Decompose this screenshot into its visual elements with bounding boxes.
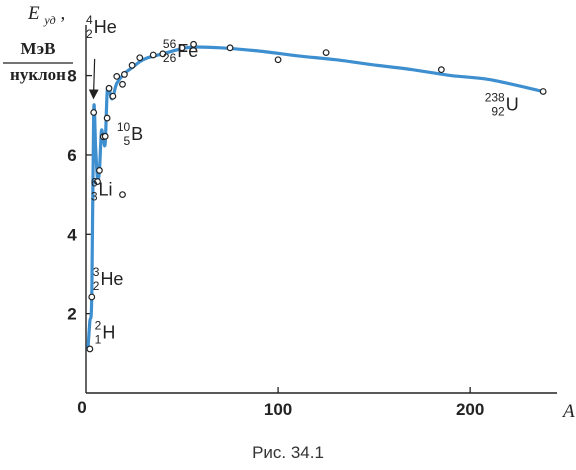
y-unit-numerator: МэВ <box>21 39 56 58</box>
nuclide-label: 32 He <box>93 265 124 293</box>
origin-label: 0 <box>77 398 86 417</box>
svg-text:E уд ,: E уд , <box>27 3 65 29</box>
nuclide-charge-number: 2 <box>93 279 100 293</box>
data-point <box>86 345 94 353</box>
nuclide-charge-number: 1 <box>95 332 102 346</box>
nuclide-mass-number: 10 <box>117 120 131 134</box>
nuclide-mass-number: 56 <box>163 37 177 51</box>
y-label-comma: , <box>60 3 65 24</box>
nuclide-symbol: U <box>506 94 519 114</box>
nuclide-symbol: H <box>102 322 115 342</box>
data-point <box>109 92 117 100</box>
y-unit-denominator: нуклон <box>10 65 66 84</box>
curve-path <box>86 45 545 351</box>
nuclide-mass-number: 238 <box>485 90 505 104</box>
data-point <box>226 44 234 52</box>
nuclide-symbol: B <box>131 124 143 144</box>
data-point <box>149 51 157 59</box>
nuclide-mass-number: 4 <box>86 13 93 27</box>
data-point <box>190 40 197 48</box>
he4-arrow <box>88 58 99 100</box>
data-point <box>437 66 445 74</box>
data-point <box>119 80 126 88</box>
nuclide-mass-number: 2 <box>95 318 102 332</box>
nuclide-mass-number: 6 <box>91 176 98 190</box>
binding-energy-curve <box>86 45 545 351</box>
nuclide-charge-number: 26 <box>163 51 177 65</box>
y-tick-label: 8 <box>67 67 76 86</box>
y-axis-label: E уд , МэВ нуклон <box>3 3 73 84</box>
nuclide-label: 42 He <box>86 13 117 41</box>
data-point <box>105 84 113 92</box>
data-point <box>159 50 167 58</box>
nuclide-label: 21 H <box>95 318 116 346</box>
y-label-symbol: E <box>27 3 40 24</box>
y-tick-label: 2 <box>67 305 76 324</box>
y-tick-label: 4 <box>67 225 77 244</box>
data-point <box>101 132 109 140</box>
nuclide-charge-number: 3 <box>91 190 98 204</box>
data-point <box>136 54 144 62</box>
figure-caption: Рис. 34.1 <box>252 443 324 462</box>
data-point <box>322 49 330 56</box>
data-point <box>103 114 111 122</box>
x-axis-label: A <box>561 401 575 422</box>
data-point <box>539 88 547 95</box>
nuclide-symbol: He <box>100 269 123 289</box>
data-point <box>90 109 98 116</box>
data-point <box>96 167 103 174</box>
data-point <box>121 71 128 78</box>
y-label-subscript: уд <box>43 13 55 27</box>
nuclide-charge-number: 2 <box>86 27 93 41</box>
x-tick-label: 200 <box>456 400 484 419</box>
data-point <box>113 73 121 80</box>
data-point <box>88 293 96 301</box>
nuclide-mass-number: 3 <box>93 265 100 279</box>
nuclide-charge-number: 92 <box>491 104 505 118</box>
y-tick-label: 6 <box>67 146 76 165</box>
data-point <box>94 178 101 185</box>
data-point <box>128 61 136 69</box>
nuclide-symbol: Li <box>99 180 113 200</box>
data-point <box>178 44 186 52</box>
nuclide-symbol: He <box>94 17 117 37</box>
data-point <box>119 191 126 199</box>
data-point <box>274 56 282 64</box>
nuclide-charge-number: 5 <box>123 134 130 148</box>
nuclide-label: 63 Li <box>91 176 113 204</box>
data-points <box>86 40 547 353</box>
nuclide-label: 105 B <box>117 120 143 148</box>
nuclide-symbol: Fe <box>177 41 198 61</box>
x-tick-label: 100 <box>264 400 292 419</box>
